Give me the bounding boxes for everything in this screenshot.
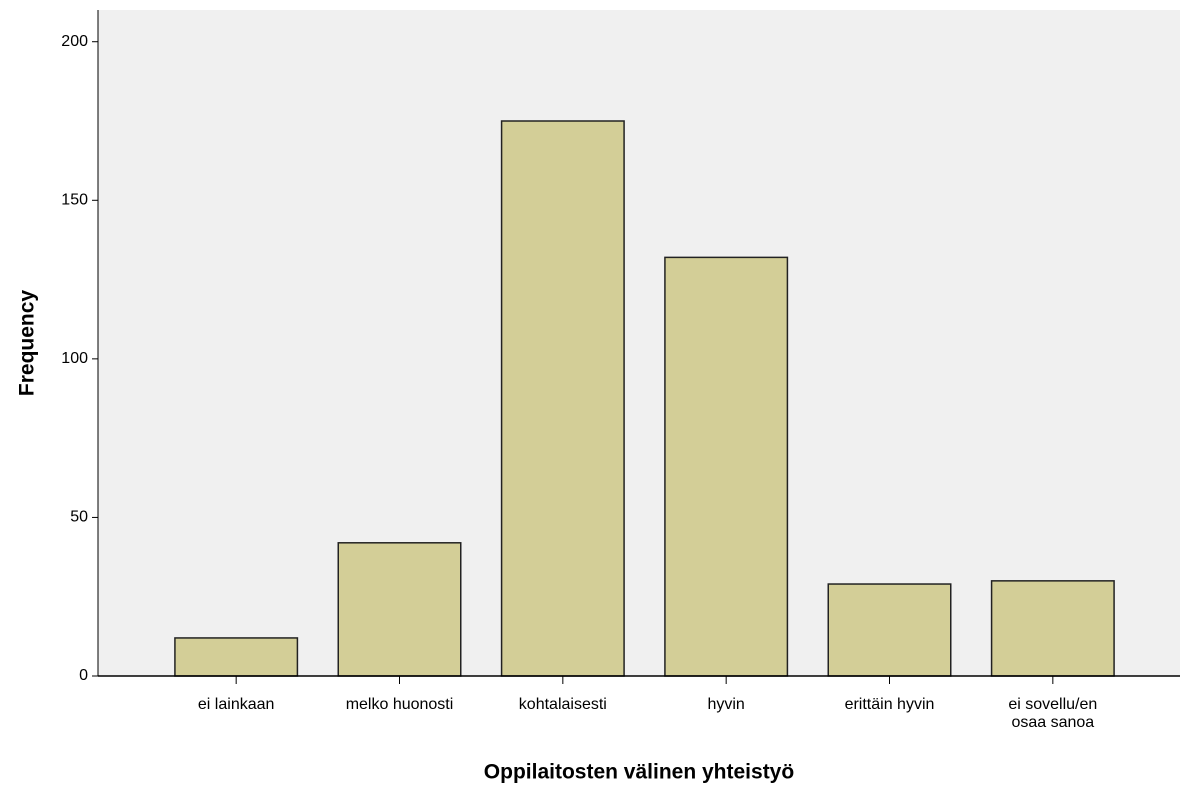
bar bbox=[174, 637, 299, 677]
plot-area bbox=[98, 10, 1180, 676]
x-tick-label: melko huonosti bbox=[345, 696, 454, 713]
bar bbox=[827, 583, 952, 677]
x-tick-label: hyvin bbox=[707, 696, 745, 713]
x-tick-label: ei sovellu/en osaa sanoa bbox=[1008, 696, 1098, 731]
y-tick-label: 50 bbox=[70, 509, 88, 526]
y-tick-label: 0 bbox=[79, 667, 88, 684]
x-tick-label: kohtalaisesti bbox=[518, 696, 607, 713]
bar bbox=[337, 542, 462, 677]
bar bbox=[990, 580, 1115, 677]
x-axis-title: Oppilaitosten välinen yhteistyö bbox=[484, 761, 794, 784]
x-tick-label: erittäin hyvin bbox=[844, 696, 935, 713]
y-axis-title: Frequency bbox=[16, 290, 39, 397]
y-tick-label: 150 bbox=[61, 192, 88, 209]
x-tick-label: ei lainkaan bbox=[197, 696, 275, 713]
bar bbox=[500, 120, 625, 677]
y-tick-label: 100 bbox=[61, 350, 88, 367]
y-tick-label: 200 bbox=[61, 33, 88, 50]
bar bbox=[664, 256, 789, 677]
